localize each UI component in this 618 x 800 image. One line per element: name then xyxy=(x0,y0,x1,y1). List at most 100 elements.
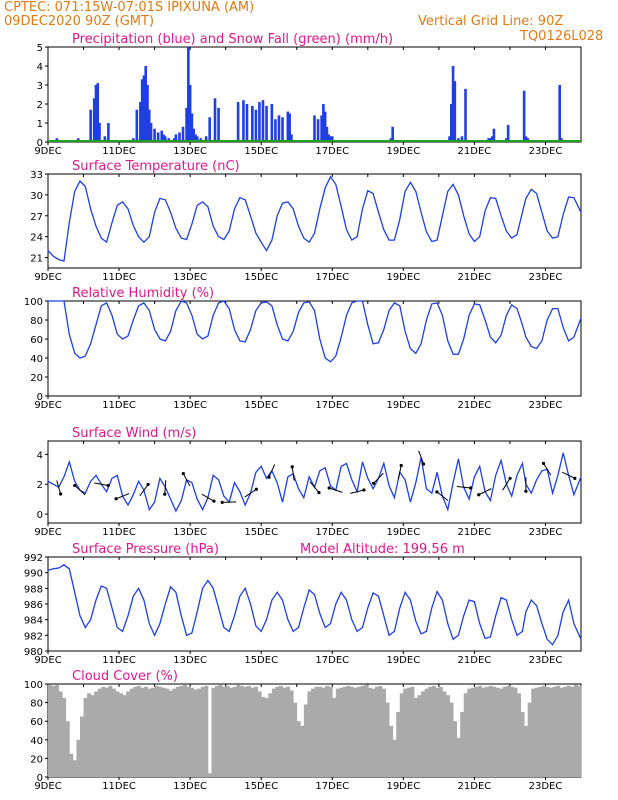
wind-arrow-head xyxy=(421,462,426,466)
x-tick-label: 17DEC xyxy=(315,400,349,411)
wind-arrow xyxy=(456,485,471,489)
x-tick-label: 17DEC xyxy=(315,781,349,792)
precip-bar xyxy=(192,128,195,142)
cloud-bar xyxy=(371,688,376,777)
precip-bar xyxy=(274,119,277,142)
plot-frame xyxy=(47,556,582,652)
x-tick-label: 21DEC xyxy=(458,655,492,666)
cloud-bar xyxy=(218,684,223,777)
x-tick-label: 13DEC xyxy=(173,272,207,283)
cloud-bar xyxy=(456,737,461,777)
x-tick-label: 15DEC xyxy=(244,527,278,538)
cloud-bar xyxy=(541,685,546,777)
y-tick-label: 980 xyxy=(24,647,43,658)
wind-arrow-head xyxy=(254,487,258,491)
y-tick-label: 990 xyxy=(24,569,43,580)
cloud-bar xyxy=(360,685,365,777)
wind-arrow xyxy=(418,450,424,465)
cloud-bar xyxy=(321,687,326,777)
cloud-bar xyxy=(261,697,266,777)
cloud-bar xyxy=(559,687,564,777)
cloud-bar xyxy=(378,685,383,777)
wind-arrow xyxy=(201,493,215,502)
cloud-bar xyxy=(307,691,312,777)
x-tick-label: 15DEC xyxy=(244,655,278,666)
cloud-bar xyxy=(193,689,198,777)
precip-bar xyxy=(492,128,496,142)
precip-bar xyxy=(316,119,320,142)
precip-bar xyxy=(327,134,331,142)
cloud-bar xyxy=(172,688,177,777)
x-tick-label: 19DEC xyxy=(386,655,420,666)
wind-arrow-head xyxy=(212,499,216,503)
x-tick-label: 11DEC xyxy=(102,781,136,792)
wind-arrow xyxy=(329,487,343,493)
y-tick-label: 0 xyxy=(37,392,43,403)
precip-bar xyxy=(153,128,156,142)
x-tick-label: 21DEC xyxy=(458,146,492,157)
cloud-bar xyxy=(143,686,148,777)
precip-bar xyxy=(178,132,181,142)
cloud-bar xyxy=(300,725,305,777)
wind-arrow xyxy=(74,485,86,496)
precip-bar xyxy=(135,109,139,142)
cloud-bar xyxy=(222,686,227,777)
x-tick-label: 11DEC xyxy=(102,146,136,157)
cloud-bar xyxy=(147,688,152,777)
x-tick-label: 9DEC xyxy=(34,781,61,792)
y-tick-label: 100 xyxy=(24,297,43,308)
x-tick-label: 9DEC xyxy=(34,655,61,666)
cloud-bar xyxy=(154,685,159,777)
wind-arrow-head xyxy=(114,497,118,501)
wind-arrow xyxy=(436,491,449,501)
cloud-bar xyxy=(481,687,486,777)
cloud-bar xyxy=(382,688,386,777)
wind-arrow xyxy=(543,463,552,476)
precip-bar xyxy=(217,107,220,142)
cloud-bar xyxy=(374,686,379,777)
x-tick-label: 17DEC xyxy=(315,655,349,666)
precip-bar xyxy=(190,113,194,142)
cloud-bar xyxy=(104,687,109,777)
cloud-bar xyxy=(488,685,493,777)
precip-bar xyxy=(162,134,165,142)
precip-bar xyxy=(329,136,332,142)
cloud-bar xyxy=(286,686,291,777)
cloud-bar xyxy=(517,693,521,777)
precip-bar xyxy=(313,115,316,142)
cloud-bar xyxy=(364,684,369,777)
cloud-bar xyxy=(183,684,187,777)
cloud-bar xyxy=(460,711,465,777)
precip-bar xyxy=(149,123,153,142)
cloud-bar xyxy=(282,687,287,777)
cloud-bar xyxy=(296,721,301,777)
panel-5 xyxy=(45,556,582,654)
cloud-bar xyxy=(549,687,553,777)
wind-arrow-head xyxy=(508,476,512,480)
x-tick-label: 9DEC xyxy=(34,400,61,411)
wind-arrow-head xyxy=(371,481,376,485)
wind-arrow-head xyxy=(58,492,63,496)
cloud-bar xyxy=(492,686,497,777)
series-line xyxy=(47,175,582,262)
cloud-bar xyxy=(293,702,298,777)
precip-bar xyxy=(450,104,453,142)
cloud-bar xyxy=(72,760,77,777)
precip-bar xyxy=(204,136,208,142)
wind-arrow-head xyxy=(267,475,271,479)
cloud-bar xyxy=(442,691,447,777)
precip-bar xyxy=(185,107,188,142)
cloud-bar xyxy=(158,686,163,777)
y-tick-label: 0 xyxy=(37,773,43,784)
y-tick-label: 0 xyxy=(37,510,43,521)
x-tick-label: 19DEC xyxy=(386,272,420,283)
y-tick-label: 30 xyxy=(30,191,43,202)
precip-bar xyxy=(270,104,274,142)
cloud-bar xyxy=(250,687,255,777)
header-model-id: TQ0126L028 xyxy=(520,29,604,44)
y-tick-label: 0 xyxy=(37,138,43,149)
wind-arrow xyxy=(397,465,402,480)
precip-bar xyxy=(94,85,98,142)
cloud-bar xyxy=(126,691,131,777)
